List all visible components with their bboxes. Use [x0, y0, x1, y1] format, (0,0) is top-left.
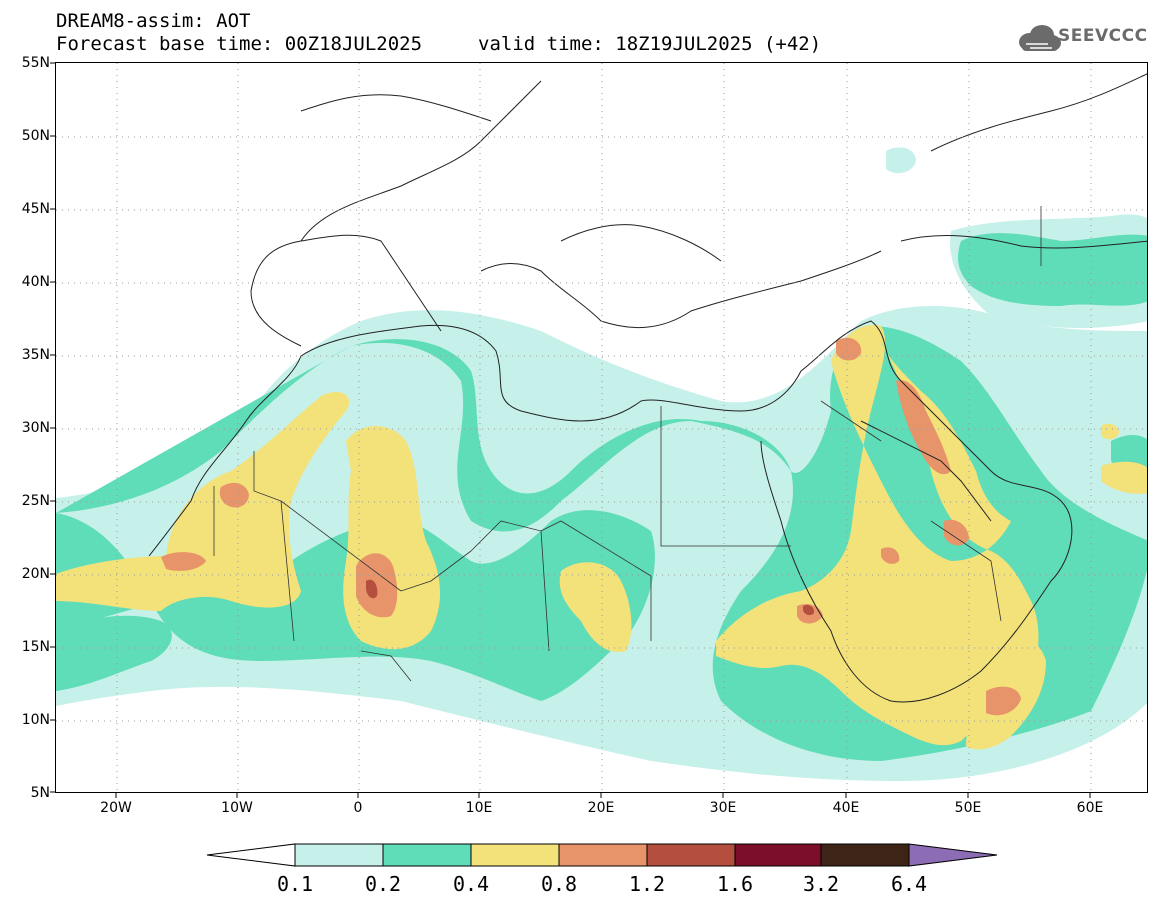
- aot-map: [55, 62, 1148, 793]
- country-borders: [213, 206, 1042, 682]
- colorbar-swatch: [734, 843, 822, 867]
- colorbar-swatch: [382, 843, 472, 867]
- lon-label: 10W: [221, 800, 253, 816]
- logo-text: SEEVCCC: [1058, 26, 1148, 46]
- lat-label: 55N: [21, 55, 50, 71]
- lon-label: 10E: [465, 800, 493, 816]
- lat-label: 45N: [21, 201, 50, 217]
- colorbar-label: 0.4: [452, 872, 490, 896]
- map-title: DREAM8-assim: AOT: [56, 10, 251, 32]
- aot-layer-0-8: [161, 337, 1021, 716]
- colorbar-label: 0.2: [364, 872, 402, 896]
- lon-label: 50E: [954, 800, 982, 816]
- lat-label: 40N: [21, 274, 50, 290]
- lat-label: 35N: [21, 347, 50, 363]
- colorbar-label: 0.1: [276, 872, 314, 896]
- forecast-base-time: Forecast base time: 00Z18JUL2025: [56, 33, 423, 55]
- graticule: [56, 63, 1147, 792]
- colorbar-swatch: [558, 843, 648, 867]
- colorbar-under-triangle: [206, 843, 296, 867]
- lat-label: 15N: [21, 639, 50, 655]
- colorbar-label: 6.4: [890, 872, 928, 896]
- lon-label: 60E: [1076, 800, 1104, 816]
- lon-label: 20W: [100, 800, 132, 816]
- colorbar-swatch: [470, 843, 560, 867]
- colorbar-swatch: [294, 843, 384, 867]
- map-canvas: [56, 63, 1147, 792]
- aot-layer-1-2: [366, 579, 815, 616]
- lon-label: 30E: [709, 800, 737, 816]
- colorbar-over-triangle: [908, 843, 998, 867]
- colorbar-swatch: [646, 843, 736, 867]
- lat-label: 10N: [21, 712, 50, 728]
- lon-label: 40E: [832, 800, 860, 816]
- lat-label: 50N: [21, 128, 50, 144]
- lat-label: 20N: [21, 566, 50, 582]
- valid-time: valid time: 18Z19JUL2025 (+42): [478, 33, 822, 55]
- lat-label: 30N: [21, 420, 50, 436]
- colorbar-swatch: [820, 843, 910, 867]
- lon-label: 0: [353, 800, 363, 816]
- lat-label: 5N: [30, 785, 50, 801]
- colorbar-label: 0.8: [540, 872, 578, 896]
- colorbar-label: 3.2: [802, 872, 840, 896]
- colorbar-label: 1.6: [716, 872, 754, 896]
- colorbar-label: 1.2: [628, 872, 666, 896]
- seevccc-logo: [1019, 25, 1061, 51]
- lat-label: 25N: [21, 493, 50, 509]
- coastlines: [148, 73, 1147, 703]
- lon-label: 20E: [587, 800, 615, 816]
